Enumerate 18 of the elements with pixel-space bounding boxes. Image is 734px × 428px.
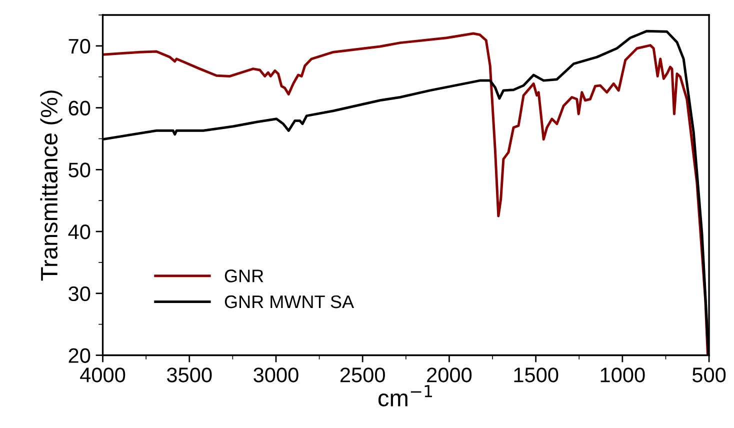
legend-label: GNR bbox=[224, 270, 264, 282]
y-tick-label: 20 bbox=[68, 348, 90, 363]
x-tick-label: 3000 bbox=[254, 368, 298, 382]
y-axis-title: Transmittance (%) bbox=[40, 90, 62, 281]
x-tick-label: 4000 bbox=[80, 368, 126, 382]
y-tick-label: 70 bbox=[68, 38, 90, 54]
x-axis-title: cm$^{−1}$ bbox=[378, 385, 432, 406]
legend-label: GNR MWNT SA bbox=[224, 295, 354, 308]
y-tick-label: 60 bbox=[68, 100, 90, 116]
y-tick-label: 30 bbox=[68, 286, 90, 302]
y-tick-label: 50 bbox=[68, 162, 90, 178]
x-tick-label: 2000 bbox=[427, 368, 472, 382]
x-tick-label: 1500 bbox=[514, 368, 558, 382]
y-tick-label: 40 bbox=[68, 224, 90, 240]
x-tick-label: 2500 bbox=[340, 368, 385, 382]
x-tick-label: 1000 bbox=[600, 368, 645, 382]
x-tick-label: 3500 bbox=[166, 368, 212, 382]
x-tick-label: 500 bbox=[692, 368, 726, 382]
